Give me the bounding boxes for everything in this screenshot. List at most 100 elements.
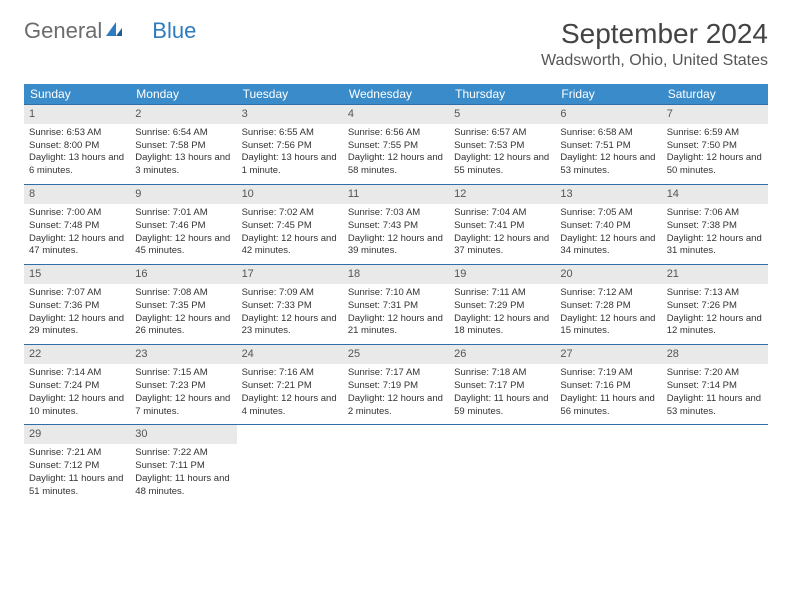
daylight-text: Daylight: 13 hours and 3 minutes. [135, 152, 231, 178]
sunrise-text: Sunrise: 6:57 AM [454, 127, 550, 140]
location-label: Wadsworth, Ohio, United States [541, 52, 768, 70]
sunrise-text: Sunrise: 7:18 AM [454, 367, 550, 380]
daylight-text: Daylight: 11 hours and 51 minutes. [29, 473, 125, 499]
sunrise-text: Sunrise: 6:59 AM [667, 127, 763, 140]
empty-cell [555, 425, 661, 504]
weekday-header: Monday [130, 84, 236, 104]
day-cell: 21Sunrise: 7:13 AMSunset: 7:26 PMDayligh… [662, 265, 768, 344]
day-cell: 22Sunrise: 7:14 AMSunset: 7:24 PMDayligh… [24, 345, 130, 424]
sunset-text: Sunset: 7:45 PM [242, 220, 338, 233]
day-number: 14 [662, 185, 768, 204]
sunrise-text: Sunrise: 6:54 AM [135, 127, 231, 140]
sunrise-text: Sunrise: 7:19 AM [560, 367, 656, 380]
sunset-text: Sunset: 7:17 PM [454, 380, 550, 393]
weekday-header: Tuesday [237, 84, 343, 104]
daylight-text: Daylight: 12 hours and 53 minutes. [560, 152, 656, 178]
calendar-table: SundayMondayTuesdayWednesdayThursdayFrid… [24, 84, 768, 504]
sunset-text: Sunset: 7:41 PM [454, 220, 550, 233]
sunrise-text: Sunrise: 7:01 AM [135, 207, 231, 220]
sunset-text: Sunset: 7:26 PM [667, 300, 763, 313]
day-cell: 1Sunrise: 6:53 AMSunset: 8:00 PMDaylight… [24, 105, 130, 184]
day-number: 5 [449, 105, 555, 124]
daylight-text: Daylight: 13 hours and 1 minute. [242, 152, 338, 178]
sunset-text: Sunset: 7:14 PM [667, 380, 763, 393]
day-cell: 26Sunrise: 7:18 AMSunset: 7:17 PMDayligh… [449, 345, 555, 424]
daylight-text: Daylight: 12 hours and 10 minutes. [29, 393, 125, 419]
day-number: 24 [237, 345, 343, 364]
day-cell: 4Sunrise: 6:56 AMSunset: 7:55 PMDaylight… [343, 105, 449, 184]
day-number: 1 [24, 105, 130, 124]
weekday-header-row: SundayMondayTuesdayWednesdayThursdayFrid… [24, 84, 768, 104]
daylight-text: Daylight: 12 hours and 58 minutes. [348, 152, 444, 178]
day-cell: 18Sunrise: 7:10 AMSunset: 7:31 PMDayligh… [343, 265, 449, 344]
brand-part2: Blue [152, 18, 196, 44]
daylight-text: Daylight: 11 hours and 56 minutes. [560, 393, 656, 419]
day-cell: 9Sunrise: 7:01 AMSunset: 7:46 PMDaylight… [130, 185, 236, 264]
weekday-header: Friday [555, 84, 661, 104]
daylight-text: Daylight: 12 hours and 42 minutes. [242, 233, 338, 259]
day-cell: 7Sunrise: 6:59 AMSunset: 7:50 PMDaylight… [662, 105, 768, 184]
day-number: 20 [555, 265, 661, 284]
sunset-text: Sunset: 7:21 PM [242, 380, 338, 393]
sunrise-text: Sunrise: 6:53 AM [29, 127, 125, 140]
day-number: 18 [343, 265, 449, 284]
day-number: 8 [24, 185, 130, 204]
day-number: 30 [130, 425, 236, 444]
weeks-container: 1Sunrise: 6:53 AMSunset: 8:00 PMDaylight… [24, 104, 768, 504]
day-number: 13 [555, 185, 661, 204]
sunrise-text: Sunrise: 7:07 AM [29, 287, 125, 300]
day-cell: 30Sunrise: 7:22 AMSunset: 7:11 PMDayligh… [130, 425, 236, 504]
brand-part1: General [24, 18, 102, 44]
empty-cell [662, 425, 768, 504]
week-row: 15Sunrise: 7:07 AMSunset: 7:36 PMDayligh… [24, 264, 768, 344]
sail-icon [104, 20, 124, 38]
day-number: 21 [662, 265, 768, 284]
sunset-text: Sunset: 7:48 PM [29, 220, 125, 233]
sunrise-text: Sunrise: 7:03 AM [348, 207, 444, 220]
sunrise-text: Sunrise: 6:56 AM [348, 127, 444, 140]
sunset-text: Sunset: 7:16 PM [560, 380, 656, 393]
sunrise-text: Sunrise: 6:58 AM [560, 127, 656, 140]
daylight-text: Daylight: 11 hours and 53 minutes. [667, 393, 763, 419]
day-number: 26 [449, 345, 555, 364]
week-row: 29 Sunrise: 7:21 AMSunset: 7:12 PMDayligh… [24, 424, 768, 504]
day-cell: 15Sunrise: 7:07 AMSunset: 7:36 PMDayligh… [24, 265, 130, 344]
daylight-text: Daylight: 12 hours and 31 minutes. [667, 233, 763, 259]
sunset-text: Sunset: 7:35 PM [135, 300, 231, 313]
day-cell: 17Sunrise: 7:09 AMSunset: 7:33 PMDayligh… [237, 265, 343, 344]
sunrise-text: Sunrise: 7:16 AM [242, 367, 338, 380]
sunset-text: Sunset: 7:40 PM [560, 220, 656, 233]
day-cell: 24Sunrise: 7:16 AMSunset: 7:21 PMDayligh… [237, 345, 343, 424]
day-cell: 29 Sunrise: 7:21 AMSunset: 7:12 PMDayligh… [24, 425, 130, 504]
daylight-text: Daylight: 12 hours and 23 minutes. [242, 313, 338, 339]
daylight-text: Daylight: 13 hours and 6 minutes. [29, 152, 125, 178]
sunrise-text: Sunrise: 7:21 AM [29, 447, 125, 460]
sunset-text: Sunset: 7:43 PM [348, 220, 444, 233]
sunrise-text: Sunrise: 7:06 AM [667, 207, 763, 220]
sunset-text: Sunset: 7:31 PM [348, 300, 444, 313]
sunset-text: Sunset: 7:29 PM [454, 300, 550, 313]
sunrise-text: Sunrise: 7:00 AM [29, 207, 125, 220]
daylight-text: Daylight: 12 hours and 12 minutes. [667, 313, 763, 339]
daylight-text: Daylight: 12 hours and 15 minutes. [560, 313, 656, 339]
day-number: 29 [24, 425, 130, 444]
week-row: 1Sunrise: 6:53 AMSunset: 8:00 PMDaylight… [24, 104, 768, 184]
sunset-text: Sunset: 7:51 PM [560, 140, 656, 153]
day-cell: 12Sunrise: 7:04 AMSunset: 7:41 PMDayligh… [449, 185, 555, 264]
sunset-text: Sunset: 7:28 PM [560, 300, 656, 313]
daylight-text: Daylight: 12 hours and 7 minutes. [135, 393, 231, 419]
day-cell: 20Sunrise: 7:12 AMSunset: 7:28 PMDayligh… [555, 265, 661, 344]
day-cell: 27Sunrise: 7:19 AMSunset: 7:16 PMDayligh… [555, 345, 661, 424]
day-number: 4 [343, 105, 449, 124]
day-number: 25 [343, 345, 449, 364]
sunset-text: Sunset: 7:12 PM [29, 460, 125, 473]
sunrise-text: Sunrise: 7:08 AM [135, 287, 231, 300]
day-number: 12 [449, 185, 555, 204]
sunrise-text: Sunrise: 7:11 AM [454, 287, 550, 300]
day-number: 11 [343, 185, 449, 204]
sunrise-text: Sunrise: 7:14 AM [29, 367, 125, 380]
daylight-text: Daylight: 12 hours and 45 minutes. [135, 233, 231, 259]
day-number: 2 [130, 105, 236, 124]
daylight-text: Daylight: 12 hours and 37 minutes. [454, 233, 550, 259]
day-cell: 28Sunrise: 7:20 AMSunset: 7:14 PMDayligh… [662, 345, 768, 424]
